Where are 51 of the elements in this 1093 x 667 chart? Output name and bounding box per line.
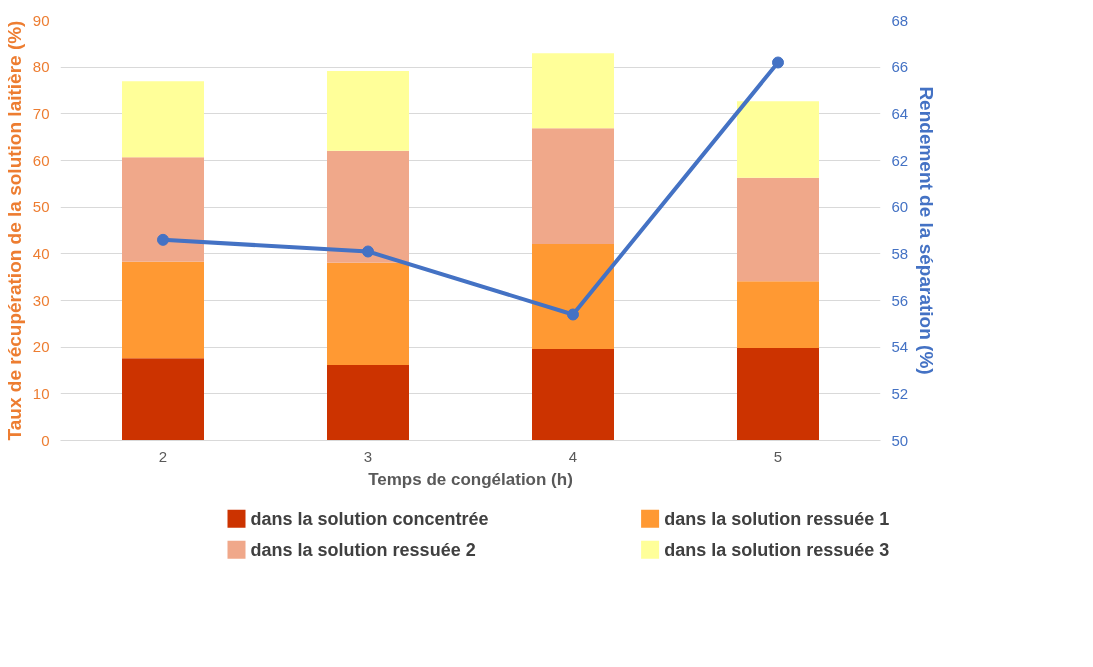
x-axis-title: Temps de congélation (h) — [368, 469, 573, 489]
y-tick-label: 50 — [32, 198, 50, 216]
bar — [327, 364, 409, 441]
y-tick-label: 30 — [32, 291, 50, 309]
bar — [327, 150, 409, 263]
x-tick-label: 4 — [568, 447, 578, 465]
y-tick-label: 40 — [32, 244, 50, 262]
bar — [737, 177, 819, 282]
y-tick-label: 20 — [32, 338, 50, 356]
bar — [122, 358, 204, 441]
legend-label: dans la solution ressuée 3 — [664, 539, 890, 560]
y-tick-label: 70 — [32, 104, 50, 122]
bar — [327, 262, 409, 365]
bar — [122, 157, 204, 262]
point — [772, 56, 784, 69]
y-tick-label: 60 — [32, 151, 50, 169]
legend-label: dans la solution ressuée 1 — [664, 508, 890, 529]
legend-label: dans la solution ressuée 2 — [250, 539, 476, 560]
x-tick-label: 3 — [363, 447, 373, 465]
y-tick-label: 90 — [32, 11, 50, 29]
bar — [532, 244, 614, 350]
bar — [737, 281, 819, 349]
y2-tick-label: 62 — [891, 151, 909, 169]
y2-axis-title: Rendement de la séparation (%) — [916, 86, 938, 375]
x-tick-label: 2 — [158, 447, 168, 465]
y-tick-label: 0 — [41, 431, 50, 449]
bar — [532, 128, 614, 245]
bar — [327, 70, 409, 151]
bar — [737, 348, 819, 441]
y2-tick-label: 58 — [891, 244, 909, 262]
y2-tick-label: 68 — [891, 11, 909, 29]
y-tick-label: 80 — [32, 58, 50, 76]
bar — [532, 53, 614, 129]
bar — [122, 261, 204, 359]
y2-tick-label: 64 — [891, 104, 909, 122]
bar — [122, 81, 204, 158]
y-tick-label: 10 — [32, 384, 50, 402]
x-tick-label: 5 — [773, 447, 783, 465]
y2-tick-label: 56 — [891, 291, 909, 309]
y2-tick-label: 66 — [891, 58, 909, 76]
y2-tick-label: 52 — [891, 384, 909, 402]
point — [567, 308, 579, 321]
point — [157, 233, 169, 246]
y2-tick-label: 54 — [891, 338, 909, 356]
point — [362, 245, 374, 258]
legend-label: dans la solution concentrée — [250, 508, 489, 529]
y-axis-title: Taux de récupération de la solution laitière (%) — [3, 20, 25, 441]
bar — [532, 349, 614, 441]
y2-tick-label: 60 — [891, 198, 909, 216]
y2-tick-label: 50 — [891, 431, 909, 449]
bar — [737, 101, 819, 178]
